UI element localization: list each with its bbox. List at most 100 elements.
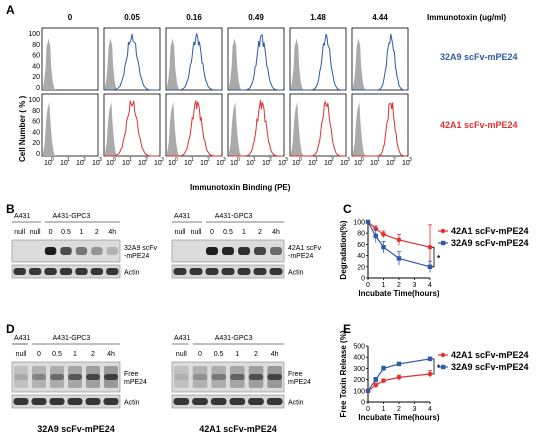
smear-band — [211, 366, 226, 388]
protein-band — [44, 247, 57, 255]
data-point — [365, 388, 371, 393]
x-tick-base: 10 — [278, 160, 286, 167]
x-tick-base: 10 — [168, 160, 176, 167]
significance-star: * — [437, 254, 441, 263]
protein-band — [60, 247, 72, 255]
panel-letter-d: D — [6, 322, 15, 336]
lane-label: 4h — [108, 229, 116, 236]
smear-band — [230, 366, 245, 388]
y-tick-label: 60 — [357, 242, 365, 249]
actin-band — [75, 268, 88, 275]
x-tick-base: 10 — [154, 160, 162, 167]
concentration-value: 0.05 — [124, 13, 140, 22]
data-point — [381, 232, 386, 237]
data-point — [396, 375, 402, 380]
lane-label: 0.5 — [61, 229, 71, 236]
y-axis-label: Free Toxin Release (%) — [339, 330, 348, 417]
actin-band — [210, 398, 227, 405]
x-tick-base: 10 — [184, 160, 192, 167]
actin-band — [269, 268, 283, 275]
y-tick-label: 0 — [361, 400, 365, 407]
x-axis-label: Incubate Time(hours) — [358, 289, 440, 298]
lane-label: 2 — [254, 351, 258, 358]
data-point — [381, 366, 386, 371]
panel-letter-a: A — [6, 3, 15, 17]
protein-band — [174, 374, 189, 380]
concentration-value: 4.44 — [372, 13, 388, 22]
blot-protein-label2: mPE24 — [288, 379, 311, 386]
y-tick-label: 40 — [32, 129, 40, 136]
x-axis-label: Incubate Time(hours) — [358, 413, 440, 422]
x-tick-exponent: 0 — [361, 157, 364, 163]
y-tick-label: 100 — [353, 220, 365, 227]
x-tick-base: 10 — [200, 160, 208, 167]
x-tick-exponent: 0 — [175, 157, 178, 163]
blot-membrane — [11, 361, 121, 393]
concentration-label: Immunotoxin (ug/ml) — [427, 13, 506, 22]
smear-band — [104, 366, 118, 388]
data-point — [396, 256, 402, 261]
x-tick-base: 10 — [230, 160, 238, 167]
lane-label: 2 — [95, 229, 99, 236]
actin-band — [90, 268, 104, 275]
lane-label: null — [176, 351, 187, 358]
panel-letter-c: C — [343, 202, 352, 216]
cell-number-axis-label: Cell Number ( % ) — [18, 95, 27, 162]
actin-band — [13, 268, 26, 275]
actin-band — [44, 268, 57, 275]
x-tick-exponent: 2 — [83, 157, 86, 163]
actin-label: Actin — [288, 400, 304, 407]
smear-band — [248, 366, 264, 388]
x-tick-base: 10 — [122, 160, 130, 167]
x-tick-base: 10 — [138, 160, 146, 167]
sample-histogram — [105, 100, 159, 157]
significance-bracket — [432, 246, 435, 268]
concentration-value: 0.49 — [248, 13, 264, 22]
significance-star: * — [437, 363, 441, 372]
actin-band — [253, 268, 267, 275]
data-point — [396, 237, 402, 243]
y-tick-label: 60 — [32, 119, 40, 126]
y-tick-label: 500 — [353, 344, 365, 351]
x-tick-exponent: 3 — [99, 157, 102, 163]
actin-band — [229, 398, 246, 405]
data-point — [427, 356, 433, 362]
lane-label: 4h — [107, 351, 115, 358]
x-tick-exponent: 0 — [299, 157, 302, 163]
blot-a431-label: A431 — [14, 213, 30, 220]
data-point — [373, 226, 379, 232]
y-tick-label: 300 — [353, 366, 365, 373]
lane-label: null — [16, 351, 27, 358]
x-tick-label: 3 — [413, 406, 417, 413]
lane-label: null — [30, 229, 41, 236]
x-tick-exponent: 2 — [393, 157, 396, 163]
legend-label: 32A9 scFv-mPE24 — [451, 238, 529, 248]
lane-label: 0 — [49, 229, 53, 236]
protein-band — [50, 374, 64, 380]
x-tick-base: 10 — [262, 160, 270, 167]
blot-a431-label: A431 — [14, 335, 30, 342]
x-tick-base: 10 — [308, 160, 316, 167]
smear-band — [86, 366, 100, 388]
blot-membrane — [171, 361, 285, 393]
actin-label: Actin — [288, 270, 304, 277]
blot-protein-label2: -mPE24 — [288, 253, 313, 260]
actin-band — [205, 268, 219, 275]
control-histogram — [353, 101, 407, 156]
panel-a-flow-histograms: Immunotoxin (ug/ml) Cell Number ( % ) Im… — [18, 13, 518, 192]
x-tick-exponent: 2 — [331, 157, 334, 163]
x-tick-label: 1 — [382, 282, 386, 289]
lane-label: 1 — [73, 351, 77, 358]
legend-label: 42A1 scFv-mPE24 — [451, 350, 529, 360]
actin-band — [237, 268, 251, 275]
lane-label: 2 — [91, 351, 95, 358]
x-tick-label: 2 — [397, 406, 401, 413]
smear-band — [14, 366, 28, 388]
x-tick-base: 10 — [60, 160, 68, 167]
x-tick-base: 10 — [386, 160, 394, 167]
y-tick-label: 80 — [32, 108, 40, 115]
blot-caption: 42A1 scFv-mPE24 — [199, 424, 277, 434]
